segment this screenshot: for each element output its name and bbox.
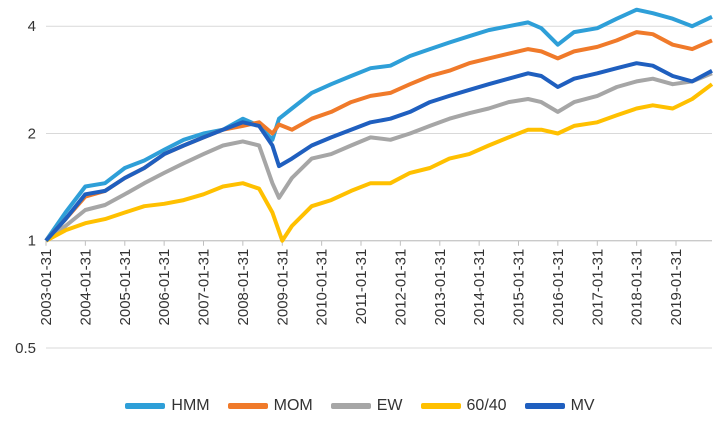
legend-item: 60/40 bbox=[420, 397, 507, 415]
legend-swatch bbox=[330, 403, 371, 409]
legend-label: HMM bbox=[171, 397, 210, 414]
x-tick-label: 2017-01-31 bbox=[589, 249, 606, 326]
x-tick-label: 2019-01-31 bbox=[668, 249, 685, 326]
x-tick-label: 2012-01-31 bbox=[392, 249, 409, 326]
x-tick-label: 2011-01-31 bbox=[353, 249, 370, 325]
series-lines bbox=[44, 7, 714, 243]
x-tick-label: 2014-01-31 bbox=[471, 249, 488, 326]
gridlines bbox=[46, 25, 712, 349]
x-tick-label: 2015-01-31 bbox=[510, 249, 527, 326]
x-tick-label: 2018-01-31 bbox=[629, 249, 646, 326]
y-tick-label: 2 bbox=[28, 125, 36, 142]
y-tick-label: 0.5 bbox=[15, 340, 36, 357]
x-tick-label: 2016-01-31 bbox=[550, 249, 567, 326]
legend-item: MV bbox=[524, 397, 595, 415]
x-axis-ticks: 2003-01-31 2004-01-31 2005-01-31 2006-01-31… bbox=[38, 240, 712, 326]
legend-swatch bbox=[125, 403, 166, 409]
legend-label: MV bbox=[570, 397, 595, 414]
legend-label: MOM bbox=[273, 397, 313, 414]
legend-item: HMM bbox=[125, 397, 210, 415]
legend-label: 60/40 bbox=[466, 397, 507, 414]
x-tick-label: 2009-01-31 bbox=[274, 249, 291, 326]
series-line-mv bbox=[44, 61, 713, 243]
series-line-ew bbox=[44, 71, 713, 243]
legend-label: EW bbox=[376, 397, 403, 414]
y-tick-label: 1 bbox=[28, 233, 36, 250]
y-tick-label: 4 bbox=[28, 18, 36, 35]
x-tick-label: 2013-01-31 bbox=[432, 249, 449, 326]
x-tick-label: 2006-01-31 bbox=[156, 249, 173, 326]
legend-item: EW bbox=[330, 397, 403, 415]
y-axis-ticks: 0.5 1 2 4 bbox=[15, 18, 36, 357]
legend-swatch bbox=[420, 403, 461, 409]
series-line-hmm bbox=[44, 7, 713, 242]
series-line-mom bbox=[44, 30, 713, 243]
legend-swatch bbox=[524, 403, 565, 409]
x-tick-label: 2007-01-31 bbox=[195, 249, 212, 326]
legend-item: MOM bbox=[227, 397, 313, 415]
x-tick-label: 2005-01-31 bbox=[117, 249, 134, 326]
series-line-6040 bbox=[45, 82, 714, 243]
legend-swatch bbox=[227, 403, 268, 409]
legend: HMM MOM EW 60/40 MV bbox=[0, 392, 720, 420]
x-tick-label: 2003-01-31 bbox=[38, 249, 55, 326]
x-tick-label: 2010-01-31 bbox=[314, 249, 331, 326]
x-tick-label: 2004-01-31 bbox=[77, 249, 94, 326]
x-tick-label: 2008-01-31 bbox=[235, 249, 252, 326]
